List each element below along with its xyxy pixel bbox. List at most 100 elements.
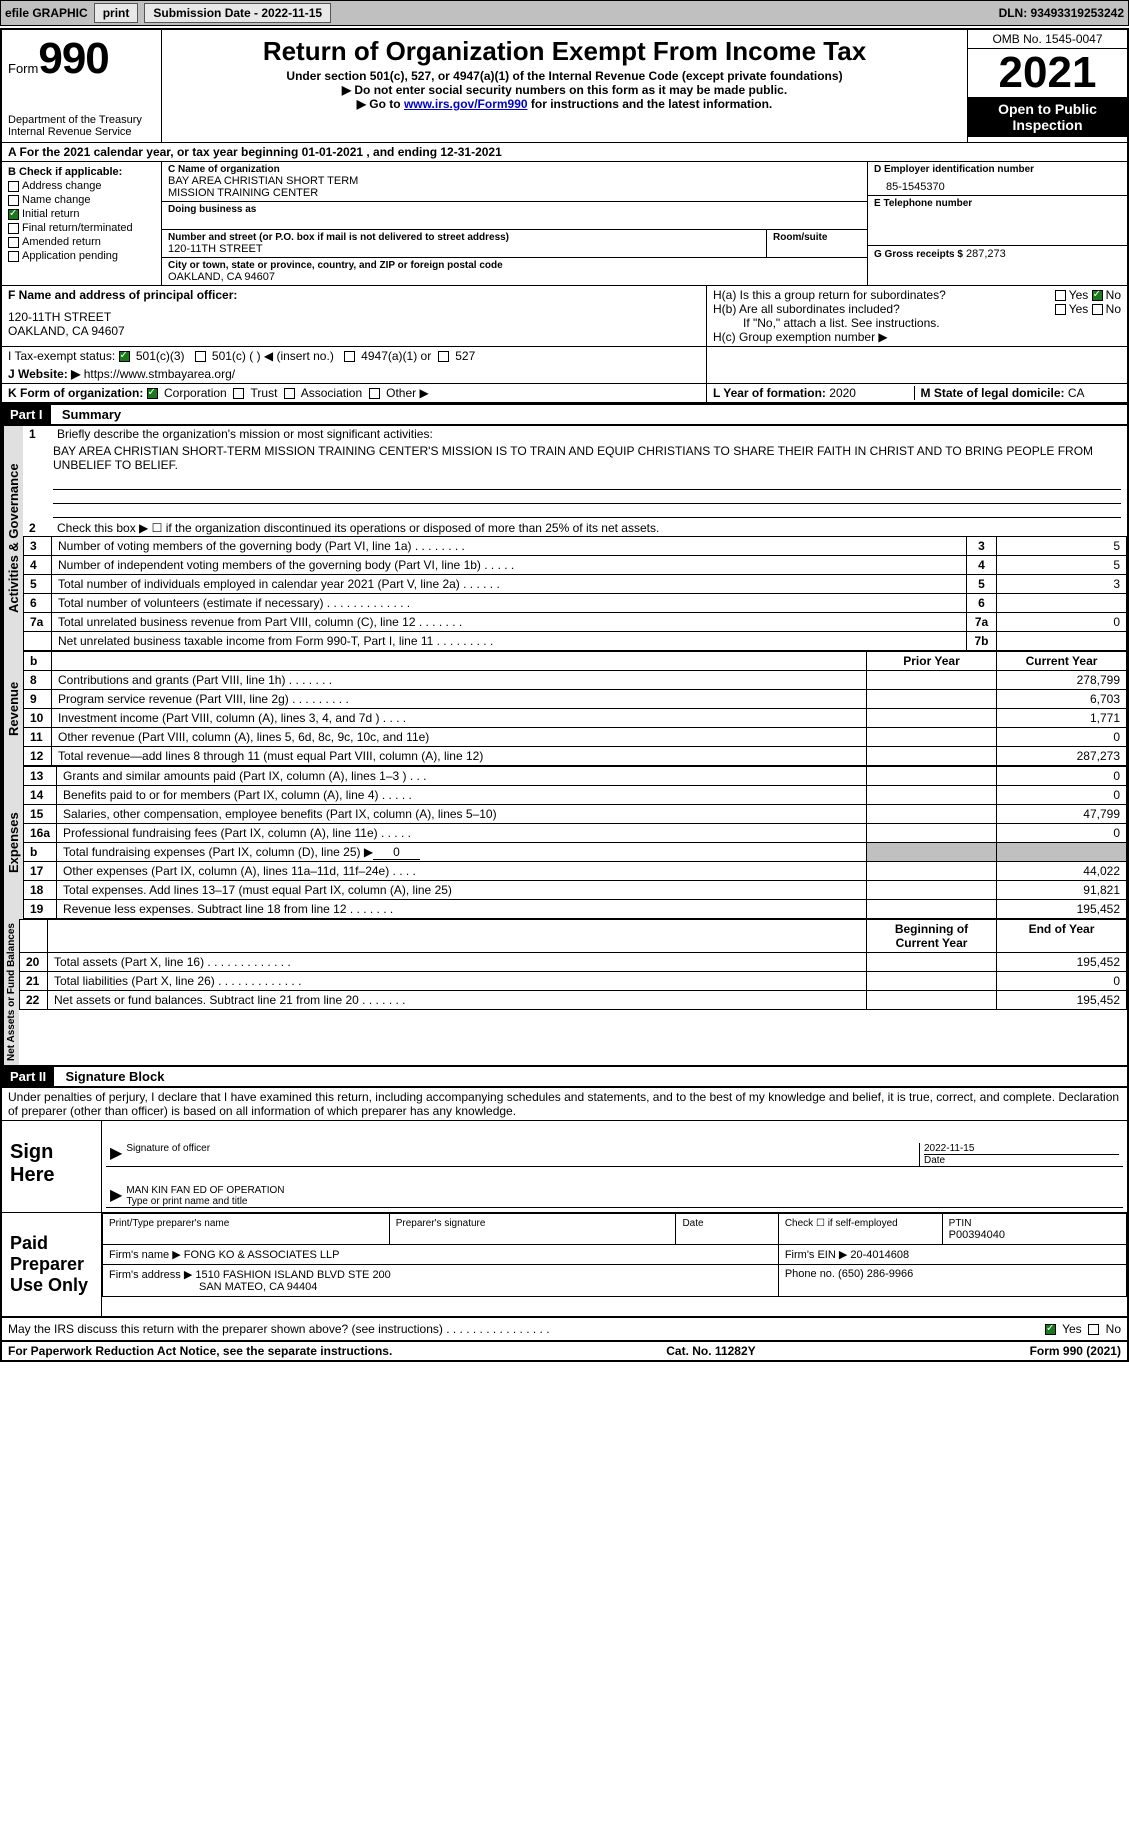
form-container: Form990 Department of the Treasury Inter… <box>0 28 1129 1362</box>
k-assoc-check[interactable] <box>284 388 295 399</box>
website-url: https://www.stmbayarea.org/ <box>84 367 235 381</box>
irs-link[interactable]: www.irs.gov/Form990 <box>404 97 528 111</box>
firm-name: FONG KO & ASSOCIATES LLP <box>184 1249 340 1261</box>
part2-header: Part II Signature Block <box>2 1065 1127 1088</box>
city-value: OAKLAND, CA 94607 <box>168 271 861 283</box>
ha-label: H(a) Is this a group return for subordin… <box>713 288 946 302</box>
k-trust-check[interactable] <box>233 388 244 399</box>
part2-num: Part II <box>2 1067 54 1086</box>
submission-date-button[interactable]: Submission Date - 2022-11-15 <box>144 3 331 23</box>
ssn-note: ▶ Do not enter social security numbers o… <box>172 83 957 97</box>
ha-no-check[interactable] <box>1092 290 1103 301</box>
i-527-check[interactable] <box>438 351 449 362</box>
form-word: Form <box>8 61 38 76</box>
revenue-section: Revenue bPrior YearCurrent Year 8Contrib… <box>2 651 1127 766</box>
col-c: C Name of organization BAY AREA CHRISTIA… <box>162 162 867 285</box>
line22-val: 195,452 <box>997 991 1127 1010</box>
inspection-label: Open to Public Inspection <box>968 97 1127 137</box>
tax-year: 2021 <box>968 49 1127 97</box>
line15-val: 47,799 <box>997 805 1127 824</box>
l-label: L Year of formation: <box>713 386 826 400</box>
room-label: Room/suite <box>773 232 861 243</box>
line7a-val: 0 <box>997 613 1127 632</box>
sig-officer-label: Signature of officer <box>126 1143 919 1166</box>
ptin-value: P00394040 <box>949 1229 1005 1241</box>
part1-num: Part I <box>2 405 51 424</box>
amended-check[interactable]: Amended return <box>8 236 155 248</box>
line5-val: 3 <box>997 575 1127 594</box>
paid-preparer-label: Paid Preparer Use Only <box>2 1213 102 1316</box>
city-label: City or town, state or province, country… <box>168 260 861 271</box>
tab-expenses: Expenses <box>2 766 23 919</box>
form-number: 990 <box>38 34 108 83</box>
line10-val: 1,771 <box>997 709 1127 728</box>
m-value: CA <box>1068 386 1085 400</box>
officer-name: MAN KIN FAN ED OF OPERATION <box>126 1185 1119 1196</box>
discuss-no-check[interactable] <box>1088 1324 1099 1335</box>
form-subtitle: Under section 501(c), 527, or 4947(a)(1)… <box>172 69 957 83</box>
omb-label: OMB No. 1545-0047 <box>968 30 1127 49</box>
line19-val: 195,452 <box>997 900 1127 919</box>
org-name: BAY AREA CHRISTIAN SHORT TERM <box>168 175 861 187</box>
name-change-check[interactable]: Name change <box>8 194 155 206</box>
line8-val: 278,799 <box>997 671 1127 690</box>
paid-preparer-table: Print/Type preparer's name Preparer's si… <box>102 1213 1127 1297</box>
firm-phone: (650) 286-9966 <box>838 1268 913 1280</box>
app-pending-check[interactable]: Application pending <box>8 250 155 262</box>
line12-val: 287,273 <box>997 747 1127 766</box>
i-label: I Tax-exempt status: <box>8 349 115 363</box>
j-label: J Website: ▶ <box>8 367 80 381</box>
sign-here-block: Sign Here ▶ Signature of officer 2022-11… <box>2 1120 1127 1213</box>
org-name-label: C Name of organization <box>168 164 861 175</box>
year-block: OMB No. 1545-0047 2021 Open to Public In… <box>967 30 1127 142</box>
ha-yes-check[interactable] <box>1055 290 1066 301</box>
street-value: 120-11TH STREET <box>168 243 760 255</box>
discuss-yes-check[interactable] <box>1045 1324 1056 1335</box>
sig-date: 2022-11-15 <box>924 1143 1119 1155</box>
activities-governance: Activities & Governance 1Briefly describ… <box>2 426 1127 651</box>
mission-text: BAY AREA CHRISTIAN SHORT-TERM MISSION TR… <box>23 442 1127 474</box>
line6-val <box>997 594 1127 613</box>
k-label: K Form of organization: <box>8 386 143 400</box>
irs-label: Internal Revenue Service <box>8 126 155 138</box>
topbar: efile GRAPHIC print Submission Date - 20… <box>0 0 1129 26</box>
form-title: Return of Organization Exempt From Incom… <box>172 36 957 67</box>
i-501c3-check[interactable] <box>119 351 130 362</box>
goto-post: for instructions and the latest informat… <box>528 97 773 111</box>
col-b: B Check if applicable: Address change Na… <box>2 162 162 285</box>
i-4947-check[interactable] <box>344 351 355 362</box>
line13-val: 0 <box>997 767 1127 786</box>
pra-notice: For Paperwork Reduction Act Notice, see … <box>8 1344 392 1358</box>
k-other-check[interactable] <box>369 388 380 399</box>
form-header: Form990 Department of the Treasury Inter… <box>2 30 1127 143</box>
paid-preparer-block: Paid Preparer Use Only Print/Type prepar… <box>2 1213 1127 1318</box>
arrow-icon: ▶ <box>110 1143 122 1166</box>
k-corp-check[interactable] <box>147 388 158 399</box>
gov-table: 3Number of voting members of the governi… <box>23 536 1127 651</box>
hb-yes-check[interactable] <box>1055 304 1066 315</box>
q1-label: Briefly describe the organization's miss… <box>57 427 1121 441</box>
f-addr2: OAKLAND, CA 94607 <box>8 324 700 338</box>
q2-label: Check this box ▶ ☐ if the organization d… <box>57 521 1121 535</box>
a-calendar-year: A For the 2021 calendar year, or tax yea… <box>2 143 1127 162</box>
dept-label: Department of the Treasury <box>8 114 155 126</box>
hb-no-check[interactable] <box>1092 304 1103 315</box>
initial-return-check[interactable]: Initial return <box>8 208 155 220</box>
goto-pre: ▶ Go to <box>357 97 404 111</box>
tab-activities: Activities & Governance <box>2 426 23 651</box>
dba-label: Doing business as <box>168 204 861 215</box>
section-fh: F Name and address of principal officer:… <box>2 285 1127 347</box>
final-return-check[interactable]: Final return/terminated <box>8 222 155 234</box>
net-assets-section: Net Assets or Fund Balances Beginning of… <box>2 919 1127 1065</box>
net-assets-table: Beginning of Current YearEnd of Year 20T… <box>19 919 1127 1010</box>
revenue-table: bPrior YearCurrent Year 8Contributions a… <box>23 651 1127 766</box>
i-501c-check[interactable] <box>195 351 206 362</box>
print-button[interactable]: print <box>94 3 139 23</box>
addr-change-check[interactable]: Address change <box>8 180 155 192</box>
firm-addr1: 1510 FASHION ISLAND BLVD STE 200 <box>195 1269 390 1281</box>
part2-title: Signature Block <box>57 1069 164 1084</box>
tab-revenue: Revenue <box>2 651 23 766</box>
date-label: Date <box>924 1155 945 1166</box>
gross-label: G Gross receipts $ <box>874 249 963 260</box>
type-name-label: Type or print name and title <box>126 1196 247 1207</box>
